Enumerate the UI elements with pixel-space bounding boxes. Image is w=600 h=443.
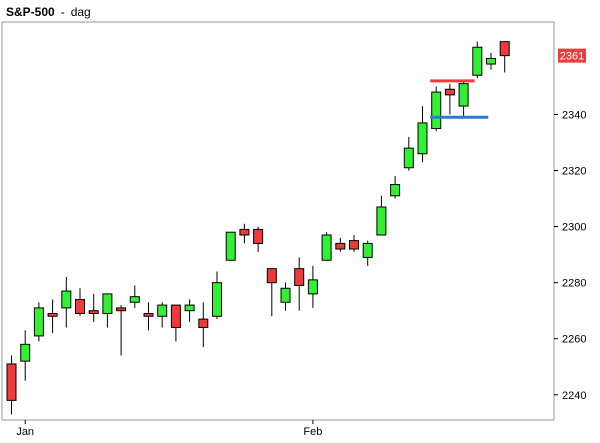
candle-body-down [88, 310, 99, 314]
candle [417, 106, 428, 163]
candle-body-up [280, 287, 291, 303]
candle-body-down [47, 312, 58, 317]
x-tick-label: Jan [16, 426, 34, 438]
last-price-badge-bg [558, 48, 586, 63]
trend-lines-layer [430, 79, 489, 119]
candle-body-down [75, 298, 85, 314]
candle-body-down [294, 268, 305, 286]
candle-body-up [102, 293, 113, 314]
candle [458, 80, 469, 118]
candle-body-down [143, 312, 154, 317]
candle-body-down [499, 41, 510, 57]
candle-body-up [61, 290, 72, 309]
candle [376, 195, 387, 236]
candle-body-up [33, 307, 44, 337]
y-tick-label: 2300 [562, 222, 586, 234]
candle-body-up [390, 184, 401, 197]
candle [239, 223, 250, 244]
candle-body-down [198, 318, 209, 329]
candle [253, 226, 264, 252]
candle-body-up [307, 279, 318, 295]
candle-body-down [335, 242, 346, 250]
title-separator: - [60, 5, 65, 19]
candle [362, 240, 373, 266]
x-tick-label: Feb [303, 426, 322, 438]
candle-body-up [212, 282, 222, 317]
candle [486, 52, 496, 70]
candle-body-up [321, 234, 332, 261]
candle-body-up [376, 206, 387, 236]
candle-body-up [403, 147, 414, 169]
candle [116, 305, 127, 356]
candle [307, 265, 318, 308]
candle-body-up [458, 83, 469, 107]
candle [61, 277, 72, 328]
candle [88, 293, 99, 322]
candle [102, 293, 113, 328]
candle [75, 288, 85, 317]
candle [6, 355, 17, 415]
candle-body-down [266, 268, 277, 284]
candle [472, 41, 483, 79]
chart-title: S&P-500 - dag [6, 4, 91, 20]
candle-body-down [116, 307, 127, 312]
candle [349, 235, 359, 252]
symbol-label: S&P-500 [6, 5, 55, 19]
y-axis: 2240 2260 2280 2300 2320 2340 [554, 109, 586, 402]
last-price-badge: 2361 [558, 48, 586, 63]
candle-body-up [417, 122, 428, 155]
candle-body-down [239, 228, 250, 236]
candle [157, 302, 168, 328]
candle-body-down [253, 228, 264, 244]
y-tick-label: 2240 [562, 390, 586, 402]
candle [390, 176, 401, 199]
candle [431, 86, 442, 132]
candle [403, 136, 414, 171]
y-tick-label: 2260 [562, 334, 586, 346]
candle [20, 330, 31, 381]
candle-body-up [225, 231, 236, 261]
candle-body-down [6, 363, 17, 401]
candle [321, 232, 332, 261]
candle [143, 302, 154, 331]
candle-body-up [486, 57, 496, 65]
candle [33, 302, 44, 342]
last-price-label: 2361 [560, 51, 584, 63]
candle [212, 271, 222, 320]
y-tick-label: 2320 [562, 166, 586, 178]
candle [225, 231, 236, 261]
candle-body-up [472, 46, 483, 76]
plot-frame [1, 21, 555, 421]
candle-body-up [431, 91, 442, 130]
candle-body-up [20, 343, 31, 362]
candle-body-up [129, 296, 140, 303]
candle-body-up [362, 242, 373, 258]
candle [129, 285, 140, 308]
candle-body-down [349, 240, 359, 250]
candle-body-up [184, 304, 195, 312]
candle-body-down [444, 88, 455, 96]
candle [170, 304, 181, 342]
candle-body-down [170, 304, 181, 329]
y-tick-label: 2280 [562, 278, 586, 290]
candle [47, 299, 58, 334]
candle [335, 237, 346, 252]
period-label: dag [70, 5, 91, 19]
candle [184, 299, 195, 322]
candles-layer [6, 41, 510, 415]
candle [266, 268, 277, 317]
x-axis: Jan Feb [16, 420, 322, 438]
candle [294, 257, 305, 311]
candle [198, 302, 209, 348]
candle [280, 282, 291, 311]
candle [499, 41, 510, 73]
y-tick-label: 2340 [562, 109, 586, 121]
candle-body-up [157, 304, 168, 317]
candle [444, 83, 455, 115]
